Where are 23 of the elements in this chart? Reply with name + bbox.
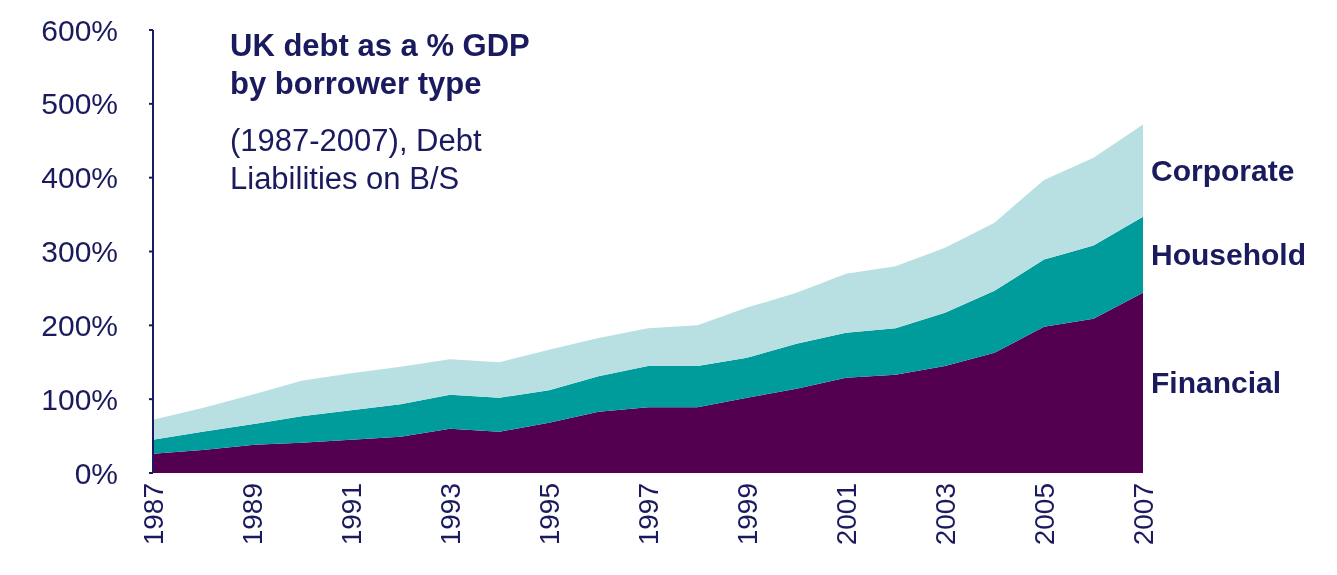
text: (1987-2007), Debt Liabilities on B/S (230, 123, 482, 196)
x-tick-label: 1995 (533, 483, 565, 546)
y-tick-label: 0% (74, 456, 118, 490)
x-tick-label: 1987 (137, 483, 169, 546)
x-tick-label: 2005 (1028, 483, 1060, 546)
x-tick-label: 2001 (830, 483, 862, 546)
y-tick-label: 200% (41, 308, 118, 342)
series-label: Corporate (1151, 154, 1295, 188)
y-tick-label: 400% (41, 161, 118, 195)
y-tick-label: 600% (41, 13, 118, 47)
x-tick-label: 1991 (335, 483, 367, 546)
x-tick-label: 1993 (434, 483, 466, 546)
y-tick-label: 100% (41, 382, 118, 416)
text: UK debt as a % GDP by borrower type (230, 28, 530, 101)
x-tick-label: 2003 (929, 483, 961, 546)
x-tick-label: 1989 (236, 483, 268, 546)
series-label: Financial (1151, 366, 1282, 400)
y-tick-label: 300% (41, 235, 118, 268)
x-tick-label: 2007 (1127, 483, 1159, 546)
x-tick-label: 1997 (632, 483, 664, 546)
x-tick-label: 1999 (731, 483, 763, 546)
series-label: Household (1151, 238, 1306, 272)
y-tick-label: 500% (41, 87, 118, 121)
